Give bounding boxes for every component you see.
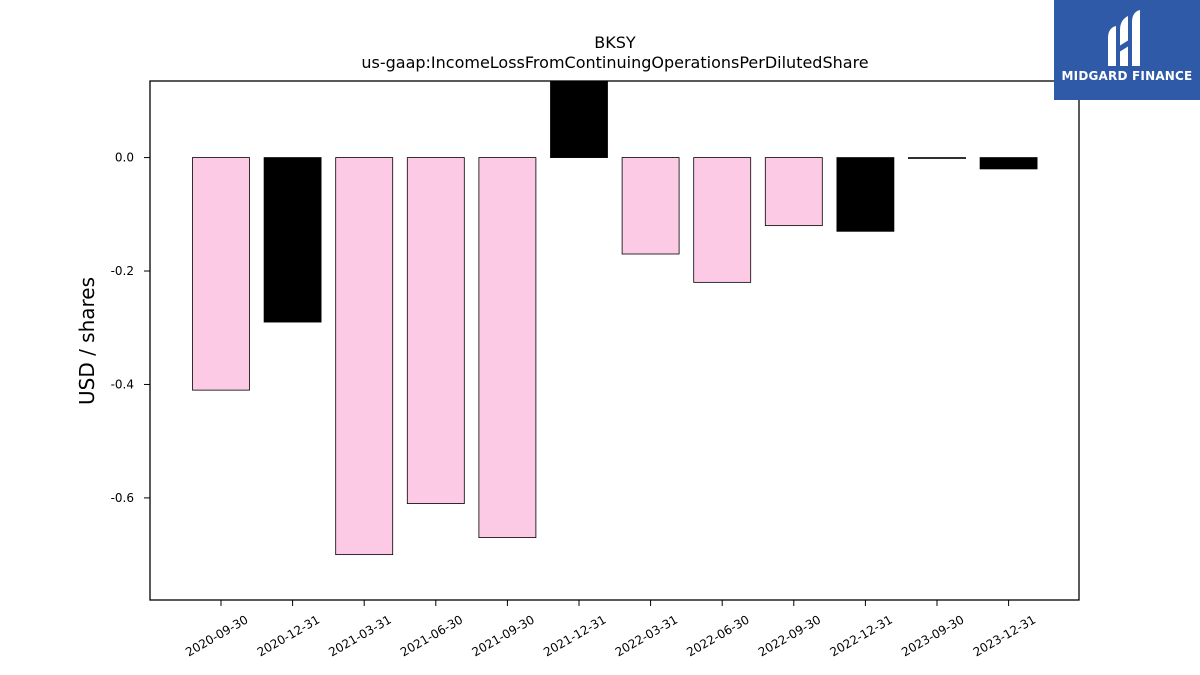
x-tick-label: 2022-12-31 <box>827 612 894 659</box>
bar-2021-12-31 <box>550 81 608 158</box>
x-tick-label: 2023-12-31 <box>971 612 1038 659</box>
bar-2022-12-31 <box>836 157 895 232</box>
plot-frame <box>149 80 1080 601</box>
x-tick-label: 2021-06-30 <box>398 612 465 659</box>
bar-2023-12-31 <box>979 157 1038 170</box>
logo-text: MIDGARD FINANCE <box>1061 69 1193 83</box>
y-axis-label: USD / shares <box>75 277 99 405</box>
bar-2021-06-30 <box>406 157 465 504</box>
chart-title: BKSY <box>594 33 636 52</box>
x-tick-label: 2023-09-30 <box>899 612 966 659</box>
y-tick-label: -0.4 <box>111 377 134 391</box>
bar-2022-06-30 <box>693 157 752 283</box>
y-tick-label: 0.0 <box>115 151 134 165</box>
bar-2022-03-31 <box>621 157 680 255</box>
x-tick-label: 2020-12-31 <box>255 612 322 659</box>
y-tick-label: -0.2 <box>111 264 134 278</box>
x-tick-label: 2022-09-30 <box>756 612 823 659</box>
x-tick-label: 2020-09-30 <box>183 612 250 659</box>
x-tick-label: 2021-03-31 <box>326 612 393 659</box>
bar-2020-09-30 <box>192 157 250 391</box>
y-tick-label: -0.6 <box>111 491 134 505</box>
midgard-finance-logo: MIDGARD FINANCE <box>1054 0 1200 100</box>
x-tick-label: 2021-09-30 <box>469 612 536 659</box>
bar-2021-09-30 <box>478 157 537 539</box>
bar-2021-03-31 <box>335 157 394 556</box>
x-tick-label: 2022-03-31 <box>613 612 680 659</box>
x-tick-label: 2021-12-31 <box>541 612 608 659</box>
chart-subtitle: us-gaap:IncomeLossFromContinuingOperatio… <box>361 53 868 72</box>
bar-2023-09-30 <box>908 157 966 159</box>
midgard-logo-icon <box>1108 10 1140 66</box>
bar-2020-12-31 <box>263 157 322 323</box>
x-tick-label: 2022-06-30 <box>684 612 751 659</box>
bar-2022-09-30 <box>764 157 823 227</box>
